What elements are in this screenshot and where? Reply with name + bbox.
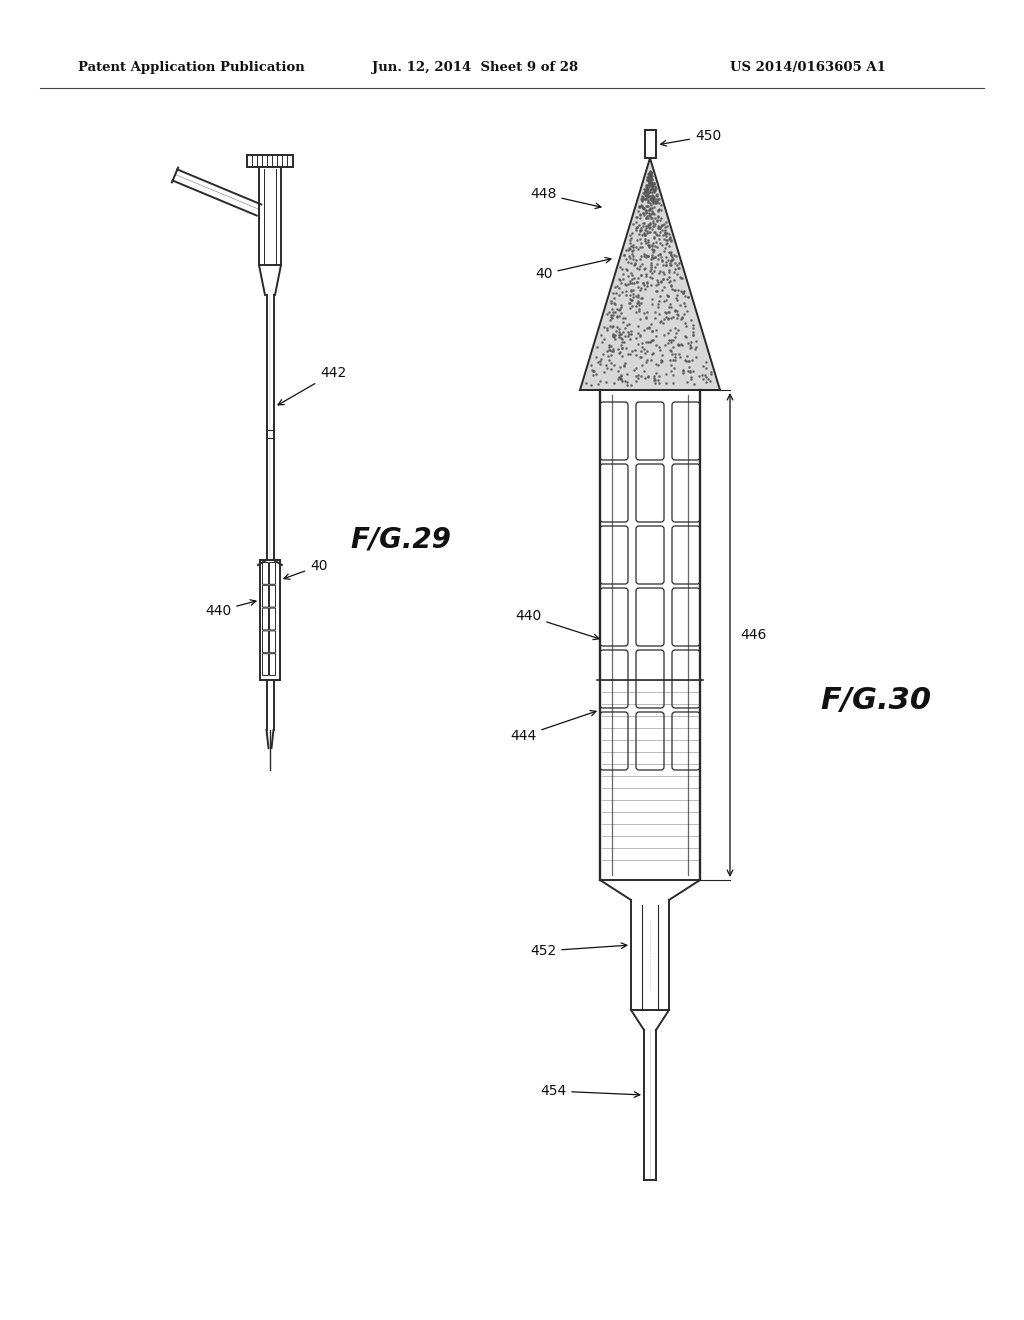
FancyBboxPatch shape: [672, 525, 700, 583]
Text: US 2014/0163605 A1: US 2014/0163605 A1: [730, 62, 886, 74]
FancyBboxPatch shape: [262, 562, 268, 585]
FancyBboxPatch shape: [600, 587, 628, 645]
FancyBboxPatch shape: [636, 711, 664, 770]
FancyBboxPatch shape: [600, 711, 628, 770]
FancyBboxPatch shape: [262, 609, 268, 630]
FancyBboxPatch shape: [269, 653, 275, 676]
FancyBboxPatch shape: [672, 465, 700, 521]
FancyBboxPatch shape: [672, 403, 700, 459]
Text: 448: 448: [530, 187, 601, 209]
FancyBboxPatch shape: [636, 525, 664, 583]
Text: 40: 40: [284, 558, 328, 579]
FancyBboxPatch shape: [262, 585, 268, 607]
Polygon shape: [580, 158, 720, 389]
Text: 454: 454: [540, 1084, 640, 1098]
FancyBboxPatch shape: [600, 649, 628, 708]
Text: Jun. 12, 2014  Sheet 9 of 28: Jun. 12, 2014 Sheet 9 of 28: [372, 62, 579, 74]
Text: Patent Application Publication: Patent Application Publication: [78, 62, 305, 74]
FancyBboxPatch shape: [262, 653, 268, 676]
FancyBboxPatch shape: [672, 649, 700, 708]
Text: 440: 440: [205, 599, 256, 618]
Bar: [644, 129, 655, 158]
Text: 442: 442: [279, 366, 346, 405]
FancyBboxPatch shape: [636, 649, 664, 708]
Bar: [247, 154, 293, 168]
Bar: [259, 168, 281, 265]
Text: 444: 444: [510, 710, 596, 743]
Text: 40: 40: [535, 257, 611, 281]
FancyBboxPatch shape: [636, 465, 664, 521]
Text: F/G.30: F/G.30: [820, 685, 931, 714]
FancyBboxPatch shape: [269, 585, 275, 607]
Text: 440: 440: [515, 609, 599, 640]
FancyBboxPatch shape: [269, 609, 275, 630]
Text: 452: 452: [530, 942, 627, 958]
FancyBboxPatch shape: [636, 403, 664, 459]
FancyBboxPatch shape: [269, 631, 275, 652]
Text: F/G.29: F/G.29: [350, 525, 451, 554]
Text: 446: 446: [740, 628, 766, 642]
FancyBboxPatch shape: [600, 525, 628, 583]
Text: 450: 450: [660, 129, 721, 147]
FancyBboxPatch shape: [262, 631, 268, 652]
Bar: [260, 560, 280, 680]
FancyBboxPatch shape: [600, 465, 628, 521]
FancyBboxPatch shape: [600, 403, 628, 459]
FancyBboxPatch shape: [269, 562, 275, 585]
FancyBboxPatch shape: [636, 587, 664, 645]
FancyBboxPatch shape: [672, 587, 700, 645]
FancyBboxPatch shape: [672, 711, 700, 770]
